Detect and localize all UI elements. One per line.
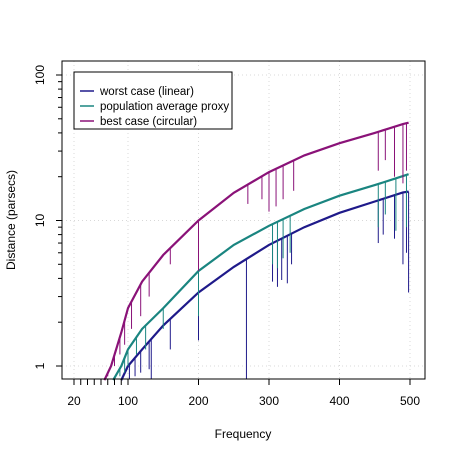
legend: worst case (linear) population average pr… <box>73 71 233 130</box>
y-axis: 1 10 100 <box>33 65 62 369</box>
y-tick-label: 1 <box>33 362 47 369</box>
series-line <box>120 190 409 381</box>
x-tick-label: 200 <box>188 394 208 408</box>
y-axis-title: Distance (parsecs) <box>4 170 18 270</box>
y-tick-label: 10 <box>33 214 47 228</box>
x-axis-title: Frequency <box>215 427 272 441</box>
x-tick-label: 300 <box>259 394 279 408</box>
x-axis: 20 100 200 300 400 500 <box>67 379 420 408</box>
x-tick-label: 400 <box>329 394 349 408</box>
series <box>120 190 410 381</box>
y-tick-label: 100 <box>33 65 47 85</box>
series-group <box>103 121 410 381</box>
x-tick-label: 500 <box>400 394 420 408</box>
x-tick-label: 100 <box>118 394 138 408</box>
series <box>112 173 409 381</box>
x-tick-label: 20 <box>67 394 81 408</box>
series-line <box>103 121 409 381</box>
series <box>103 121 409 381</box>
legend-label: best case (circular) <box>100 116 197 128</box>
legend-label: worst case (linear) <box>99 86 194 98</box>
legend-box <box>73 71 233 130</box>
legend-label: population average proxy <box>100 101 229 113</box>
series-line <box>112 173 409 381</box>
